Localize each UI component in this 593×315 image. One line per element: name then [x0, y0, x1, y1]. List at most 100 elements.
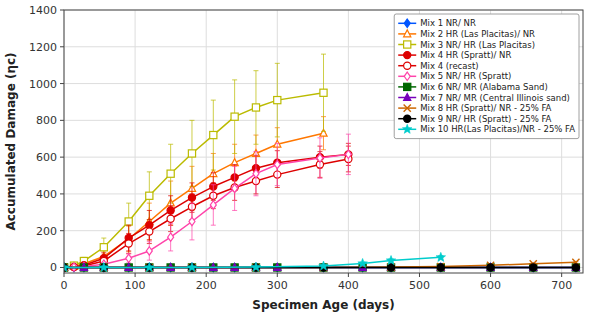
tick-label: 100: [125, 279, 146, 292]
tick-label: 400: [338, 279, 359, 292]
tick-label: 500: [409, 279, 430, 292]
data-point: [572, 264, 579, 271]
legend-marker: [404, 30, 411, 37]
data-point: [488, 263, 494, 271]
legend-label: Mix 6 NR/ MR (Alabama Sand): [420, 82, 548, 92]
error-bar: [147, 242, 152, 260]
legend-marker: [404, 19, 410, 27]
legend-label: Mix 2 HR (Las Placitas)/ NR: [420, 29, 535, 39]
data-point: [81, 262, 87, 270]
error-bar: [189, 203, 194, 240]
y-axis-label: Accumulated Damage (ηᴄ): [4, 52, 18, 230]
tick-label: 800: [36, 114, 57, 127]
data-point: [572, 264, 579, 271]
data-point: [358, 258, 368, 267]
legend: Mix 1 NR/ NRMix 2 HR (Las Placitas)/ NRM…: [394, 14, 579, 139]
data-point: [388, 263, 394, 271]
data-point: [317, 154, 323, 162]
series: [64, 252, 446, 271]
tick-mark: [60, 230, 64, 231]
series: [64, 259, 579, 271]
legend-marker: [404, 94, 411, 101]
data-point: [438, 263, 444, 271]
data-point: [387, 264, 394, 271]
data-point: [387, 264, 394, 271]
plot-data: [64, 54, 579, 272]
error-bar: [346, 134, 351, 174]
data-point: [251, 262, 261, 271]
data-point: [319, 261, 329, 270]
series-line: [64, 93, 324, 268]
legend-marker: [404, 41, 411, 48]
data-point: [231, 113, 238, 120]
tick-label: 300: [267, 279, 288, 292]
data-point: [189, 217, 195, 225]
data-point: [146, 192, 153, 199]
error-bar: [253, 152, 258, 196]
series: [64, 143, 352, 271]
legend-label: Mix 8 HR (Spratt)/ NR - 25% FA: [420, 103, 551, 113]
data-point: [187, 262, 197, 271]
tick-label: 1000: [29, 78, 57, 91]
tick-mark: [60, 46, 64, 47]
tick-label: 200: [196, 279, 217, 292]
error-bar: [211, 185, 216, 225]
legend-box: [394, 14, 579, 139]
series-line: [64, 133, 324, 267]
legend-label: Mix 4 HR (Spratt)/ NR: [420, 50, 511, 60]
legend-marker: [404, 72, 410, 80]
data-point: [252, 104, 259, 111]
legend-label: Mix 7 NR/ MR (Central Illinois sand): [420, 93, 570, 103]
data-point: [436, 252, 446, 261]
tick-mark: [60, 267, 64, 268]
data-point: [210, 201, 216, 209]
data-point: [386, 255, 396, 264]
data-point: [437, 263, 444, 270]
error-bar: [275, 143, 280, 185]
data-point: [487, 264, 494, 271]
error-bar: [232, 166, 237, 210]
tick-mark: [60, 83, 64, 84]
tick-label: 200: [36, 225, 57, 238]
data-point: [146, 228, 153, 235]
legend-label: Mix 5 NR/ HR (Spratt): [420, 71, 511, 81]
data-point: [274, 97, 281, 104]
tick-label: 0: [50, 261, 57, 274]
tick-label: 0: [61, 279, 68, 292]
data-point: [487, 264, 494, 271]
data-point: [487, 263, 494, 270]
data-point: [530, 264, 537, 271]
data-point: [530, 263, 537, 270]
legend-marker: [404, 83, 411, 90]
tick-label: 400: [36, 188, 57, 201]
error-bar: [168, 223, 173, 251]
data-point: [274, 160, 280, 168]
legend-label: Mix 4 (recast): [420, 61, 478, 71]
data-point: [573, 263, 579, 271]
tick-mark: [348, 273, 349, 277]
data-point: [572, 263, 579, 270]
data-point: [146, 247, 152, 255]
legend-marker: [404, 52, 411, 59]
series: [64, 146, 352, 271]
data-point: [232, 184, 238, 192]
data-point: [167, 170, 174, 177]
legend-marker: [404, 115, 411, 122]
tick-mark: [419, 273, 420, 277]
x-axis-label: Specimen Age (days): [252, 298, 394, 312]
legend-label: Mix 1 NR/ NR: [420, 18, 476, 28]
data-point: [437, 264, 444, 271]
data-point: [188, 150, 195, 157]
legend-label: Mix 3 NR/ HR (Las Placitas): [420, 40, 535, 50]
tick-mark: [277, 273, 278, 277]
grid-line: [64, 193, 583, 194]
tick-mark: [490, 273, 491, 277]
tick-mark: [60, 120, 64, 121]
tick-mark: [64, 273, 65, 277]
tick-label: 1400: [29, 4, 57, 17]
tick-mark: [60, 193, 64, 194]
legend-marker: [404, 62, 411, 69]
data-point: [168, 233, 174, 241]
data-point: [167, 215, 174, 222]
error-bar: [317, 138, 322, 178]
